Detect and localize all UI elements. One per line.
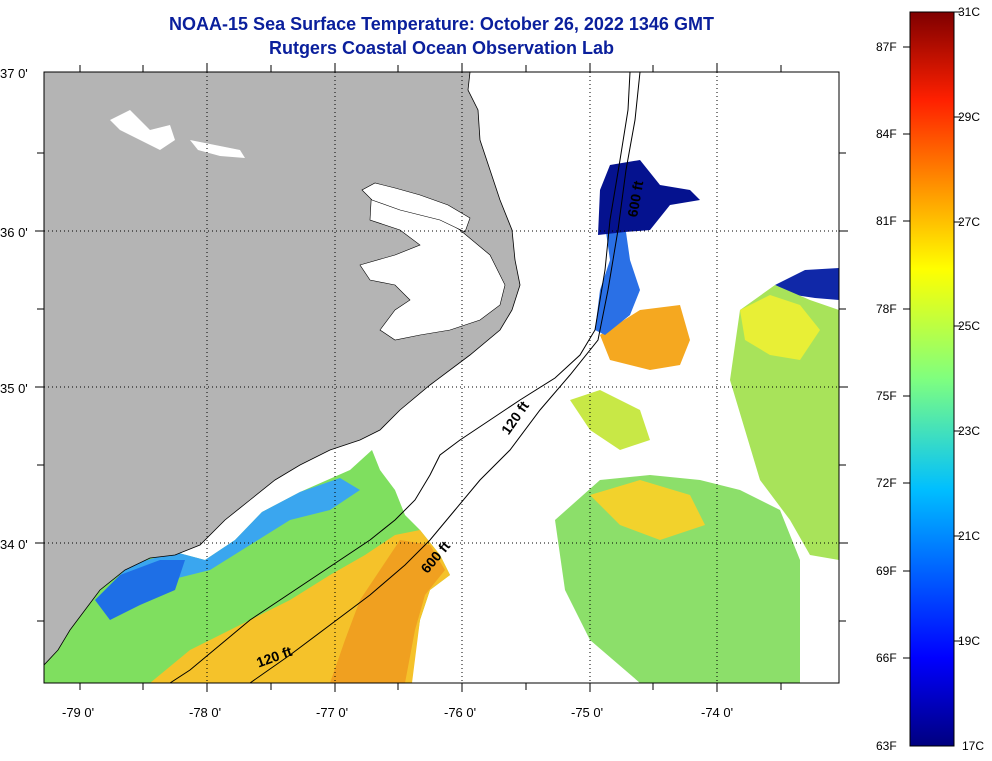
map-title: NOAA-15 Sea Surface Temperature: October… [169, 14, 714, 34]
albemarle-sound [361, 182, 471, 233]
inland-lake-2 [190, 140, 245, 158]
lon-label-78: -78 0' [189, 705, 221, 720]
colorbar-c-29: 29C [958, 110, 980, 124]
colorbar-f-81: 81F [876, 214, 897, 228]
map-frame [43, 71, 840, 684]
colorbar-f-69: 69F [876, 564, 897, 578]
colorbar-f-84: 84F [876, 127, 897, 141]
pamlico-sound [359, 184, 506, 341]
colorbar-c-23: 23C [958, 424, 980, 438]
graticule [44, 72, 839, 683]
colorbar-f-78: 78F [876, 302, 897, 316]
colorbar-f-63: 63F [876, 739, 897, 753]
colorbar-f-75: 75F [876, 389, 897, 403]
lon-label-77: -77 0' [316, 705, 348, 720]
colorbar-ticks [903, 11, 961, 659]
sst-patch-south-cool [95, 478, 360, 620]
lat-label-34: 34 0' [0, 537, 28, 552]
contour-600ft [249, 72, 641, 683]
colorbar-c-21: 21C [958, 529, 980, 543]
sst-patch-middle-yellow [590, 480, 705, 540]
colorbar-f-66: 66F [876, 651, 897, 665]
colorbar-c-27: 27C [958, 215, 980, 229]
lon-label-74: -74 0' [701, 705, 733, 720]
contour-120ft-south [169, 539, 371, 683]
colorbar-c-31: 31C [958, 5, 980, 19]
ticks [35, 63, 848, 692]
colorbar-c-17: 17C [962, 739, 984, 753]
sst-patch-shelf-break [600, 305, 690, 370]
colorbar [909, 11, 955, 747]
contour-label-600-north: 600 ft [624, 179, 646, 218]
colorbar-f-87: 87F [876, 40, 897, 54]
sst-patch-east-yellow [740, 295, 820, 360]
contour-120ft-north [369, 72, 631, 541]
lat-label-36: 36 0' [0, 225, 28, 240]
sst-patch-shelf-blue [595, 225, 640, 335]
sst-patch-north-darkblue [598, 160, 700, 235]
sst-patch-south-orange [330, 540, 445, 683]
lat-label-37: 37 0' [0, 66, 28, 81]
map-subtitle: Rutgers Coastal Ocean Observation Lab [268, 38, 615, 58]
sst-patch-east [730, 285, 839, 560]
colorbar-f-72: 72F [876, 476, 897, 490]
lat-label-35: 35 0' [0, 381, 28, 396]
colorbar-c-19: 19C [958, 634, 980, 648]
inland-lake-1 [110, 110, 175, 150]
lon-label-75: -75 0' [571, 705, 603, 720]
colorbar-c-25: 25C [958, 319, 980, 333]
sst-patch-middle [555, 475, 800, 683]
sst-patch-south-blue [95, 560, 185, 620]
lon-label-76: -76 0' [444, 705, 476, 720]
lon-label-79: -79 0' [62, 705, 94, 720]
